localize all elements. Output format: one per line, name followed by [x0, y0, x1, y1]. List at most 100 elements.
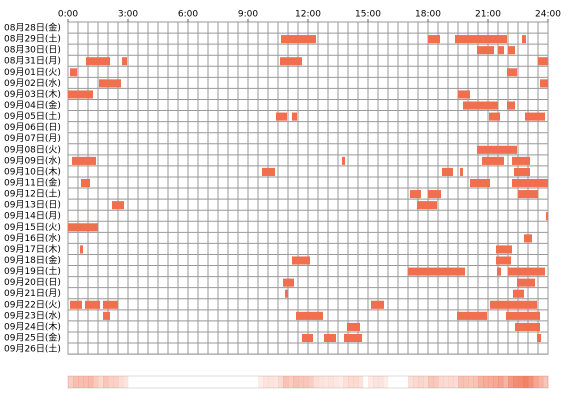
activity-segment: [292, 256, 310, 265]
row-label: 09月13日(日): [4, 200, 61, 211]
activity-segment: [514, 167, 530, 176]
density-cell: [383, 376, 389, 388]
activity-segment: [285, 289, 288, 298]
activity-segment: [103, 311, 110, 320]
activity-segment: [417, 201, 437, 210]
activity-segment: [342, 156, 345, 165]
density-cell: [118, 376, 124, 388]
activity-segment: [103, 300, 118, 309]
activity-segment: [80, 245, 83, 254]
density-cell: [478, 376, 484, 388]
row-label: 09月01日(火): [4, 67, 61, 78]
activity-segment: [81, 178, 90, 188]
activity-segment: [428, 190, 441, 199]
density-cell: [453, 376, 459, 388]
row-label: 09月21日(月): [4, 288, 61, 299]
density-cell: [68, 376, 74, 388]
activity-segment: [477, 46, 494, 55]
activity-segment: [344, 333, 362, 343]
density-cell: [88, 376, 94, 388]
density-cell: [98, 376, 104, 388]
activity-segment: [68, 90, 93, 99]
row-label: 09月17日(木): [4, 243, 61, 255]
density-cell: [313, 376, 319, 388]
activity-segment: [280, 57, 302, 66]
activity-segment: [507, 68, 517, 77]
density-cell: [518, 376, 524, 388]
x-tick-label: 12:00: [295, 10, 321, 20]
density-cell: [103, 376, 109, 388]
x-tick-label: 15:00: [355, 10, 381, 20]
activity-segment: [463, 101, 498, 110]
row-label: 08月28日(金): [4, 22, 61, 34]
activity-segment: [512, 156, 530, 165]
activity-segment: [490, 300, 537, 309]
activity-segment: [508, 46, 515, 55]
density-cell: [358, 376, 364, 388]
activity-segment: [99, 79, 121, 88]
activity-segment: [72, 156, 96, 165]
row-label: 08月31日(月): [4, 56, 61, 67]
row-label: 09月04日(金): [4, 99, 61, 111]
activity-segment: [122, 57, 127, 66]
activity-segment: [70, 68, 77, 77]
density-cell: [353, 376, 359, 388]
density-cell: [543, 376, 549, 388]
activity-segment: [85, 300, 100, 309]
activity-segment: [522, 35, 526, 44]
activity-segment: [292, 112, 297, 121]
density-cell: [468, 376, 474, 388]
density-cell: [483, 376, 489, 388]
density-cell: [413, 376, 419, 388]
density-cell: [288, 376, 294, 388]
row-label: 08月29日(土): [4, 33, 61, 45]
activity-segment: [371, 300, 384, 309]
density-cell: [528, 376, 534, 388]
row-label: 09月20日(日): [4, 277, 61, 288]
activity-segment: [408, 267, 465, 276]
density-cell: [538, 376, 544, 388]
row-label: 09月16日(水): [4, 232, 61, 244]
x-tick-label: 0:00: [58, 10, 78, 20]
row-label: 09月06日(日): [4, 122, 61, 133]
row-label: 09月02日(水): [4, 77, 61, 89]
row-label: 09月07日(月): [4, 133, 61, 144]
activity-segment: [302, 333, 313, 343]
row-label: 09月24日(木): [4, 320, 61, 332]
x-tick-label: 9:00: [238, 10, 258, 20]
activity-segment: [70, 300, 82, 309]
activity-segment: [442, 167, 453, 176]
density-cell: [293, 376, 299, 388]
row-label: 09月12日(土): [4, 188, 61, 200]
density-cell: [463, 376, 469, 388]
activity-segment: [512, 178, 548, 188]
density-cell: [113, 376, 119, 388]
density-cell: [278, 376, 284, 388]
row-label: 09月08日(火): [4, 144, 61, 155]
density-cell: [308, 376, 314, 388]
density-cell: [428, 376, 434, 388]
density-cell: [508, 376, 514, 388]
activity-segment: [482, 156, 504, 165]
row-label: 09月25日(金): [4, 331, 61, 343]
activity-segment: [347, 322, 360, 331]
density-cell: [73, 376, 79, 388]
activity-segment: [68, 223, 98, 232]
activity-segment: [517, 278, 535, 287]
activity-segment: [470, 178, 490, 188]
activity-segment: [518, 190, 538, 199]
activity-segment: [498, 46, 504, 55]
activity-segment: [276, 112, 287, 121]
activity-segment: [496, 256, 511, 265]
density-cell: [373, 376, 379, 388]
density-cell: [343, 376, 349, 388]
density-cell: [283, 376, 289, 388]
density-cell: [348, 376, 354, 388]
row-label: 08月30日(日): [4, 45, 61, 56]
activity-segment: [506, 311, 540, 320]
density-cell: [123, 376, 129, 388]
activity-segment: [513, 289, 524, 298]
density-cell: [523, 376, 529, 388]
density-cell: [423, 376, 429, 388]
density-cell: [488, 376, 494, 388]
